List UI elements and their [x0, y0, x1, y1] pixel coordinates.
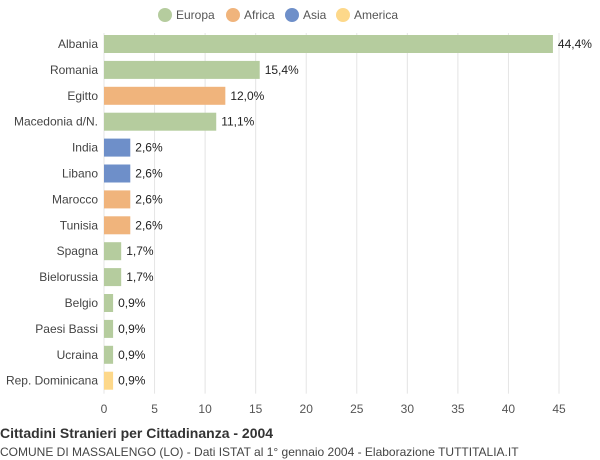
x-tick-label: 45	[552, 402, 566, 416]
legend-swatch-america	[336, 8, 350, 22]
category-label: Spagna	[57, 244, 99, 258]
category-label: Romania	[50, 63, 98, 77]
x-tick-label: 35	[451, 402, 465, 416]
labels: Albania 44,4% Romania 15,4% Egitto 12,0% Maced…	[6, 37, 592, 388]
x-tick-label: 10	[198, 402, 212, 416]
value-label: 2,6%	[135, 167, 163, 181]
category-label: Paesi Bassi	[35, 322, 98, 336]
bar	[104, 164, 131, 183]
category-label: Ucraina	[57, 348, 99, 362]
category-label: Belgio	[65, 296, 99, 310]
bar	[104, 35, 553, 53]
chart-title: Cittadini Stranieri per Cittadinanza - 2…	[0, 425, 274, 441]
value-label: 1,7%	[126, 244, 154, 258]
bar	[104, 345, 114, 364]
value-label: 0,9%	[118, 348, 146, 362]
bar	[104, 112, 217, 131]
category-label: Rep. Dominicana	[6, 374, 98, 388]
value-label: 0,9%	[118, 322, 146, 336]
x-tick-label: 40	[502, 402, 516, 416]
x-tick-label: 30	[401, 402, 415, 416]
value-label: 1,7%	[126, 270, 154, 284]
value-label: 2,6%	[135, 141, 163, 155]
category-label: Libano	[62, 167, 98, 181]
chart-subtitle: COMUNE DI MASSALENGO (LO) - Dati ISTAT a…	[0, 445, 519, 459]
bar	[104, 242, 122, 261]
category-label: India	[72, 141, 98, 155]
bar	[104, 371, 114, 390]
x-tick-label: 0	[101, 402, 108, 416]
bar	[104, 294, 114, 312]
category-label: Macedonia d/N.	[14, 115, 98, 129]
category-label: Egitto	[67, 89, 98, 103]
bar	[104, 138, 131, 157]
value-label: 2,6%	[135, 218, 163, 232]
category-label: Tunisia	[60, 218, 99, 232]
x-tick-label: 5	[151, 402, 158, 416]
legend-label-europa: Europa	[176, 8, 215, 22]
bar	[104, 190, 131, 209]
bar	[104, 268, 122, 287]
legend-swatch-asia	[285, 8, 299, 22]
bar	[104, 216, 131, 235]
x-tick-label: 20	[300, 402, 314, 416]
bar	[104, 86, 226, 105]
legend-swatch-europa	[158, 8, 172, 22]
x-tick-label: 15	[249, 402, 263, 416]
legend-label-asia: Asia	[303, 8, 327, 22]
value-label: 0,9%	[118, 296, 146, 310]
value-label: 15,4%	[265, 63, 299, 77]
value-label: 44,4%	[558, 37, 592, 51]
value-label: 11,1%	[221, 115, 254, 129]
bar	[104, 319, 114, 338]
legend-swatch-africa	[226, 8, 240, 22]
legend-label-america: America	[354, 8, 398, 22]
value-label: 12,0%	[230, 89, 264, 103]
category-label: Marocco	[52, 192, 98, 206]
bar	[104, 60, 260, 79]
legend: Europa Africa Asia America	[158, 8, 398, 22]
bars	[104, 35, 553, 390]
value-label: 0,9%	[118, 374, 146, 388]
category-label: Albania	[58, 37, 98, 51]
bar-chart: Europa Africa Asia America Albania 44,4% Roma…	[6, 8, 592, 416]
value-label: 2,6%	[135, 192, 163, 206]
x-tick-label: 25	[350, 402, 364, 416]
category-label: Bielorussia	[39, 270, 98, 284]
x-axis: 0 5 10 15 20 25 30 35 40 45	[101, 402, 566, 416]
legend-label-africa: Africa	[244, 8, 275, 22]
